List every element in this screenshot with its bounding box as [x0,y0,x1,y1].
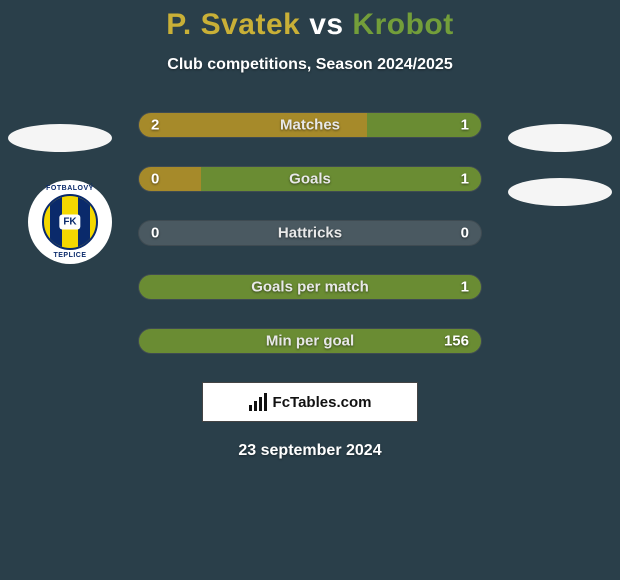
club-badge-text-top: FOTBALOVÝ [28,185,112,192]
stat-value-right: 1 [461,279,469,296]
page-title: P. Svatek vs Krobot [0,8,620,42]
stat-value-left: 2 [151,117,159,134]
stat-fill-left [139,167,201,191]
stat-label: Goals [289,171,331,188]
stat-row: 2 1 Matches [138,112,482,138]
stat-label: Goals per match [251,279,369,296]
stat-label: Hattricks [278,225,342,242]
stat-value-right: 156 [444,333,469,350]
attribution-text: FcTables.com [273,394,372,411]
club-badge-monogram: FK [59,215,80,230]
player2-name: Krobot [352,8,453,41]
stat-value-right: 0 [461,225,469,242]
attribution-box[interactable]: FcTables.com [202,382,418,422]
stat-value-left: 0 [151,171,159,188]
stat-row: 0 1 Goals [138,166,482,192]
stat-label: Min per goal [266,333,354,350]
badge-placeholder-right-2 [508,178,612,206]
stat-row: 0 0 Hattricks [138,220,482,246]
stat-fill-right [201,167,481,191]
stat-value-right: 1 [461,117,469,134]
club-badge-text-bottom: TEPLICE [28,252,112,259]
date-label: 23 september 2024 [0,442,620,460]
subtitle: Club competitions, Season 2024/2025 [0,56,620,74]
player1-name: P. Svatek [166,8,300,41]
stat-label: Matches [280,117,340,134]
stat-row: 1 Goals per match [138,274,482,300]
stat-value-right: 1 [461,171,469,188]
title-vs: vs [309,8,343,41]
chart-icon [249,393,267,411]
club-badge-teplice: FOTBALOVÝ FK TEPLICE [28,180,112,264]
stat-value-left: 0 [151,225,159,242]
badge-placeholder-left-1 [8,124,112,152]
stat-row: 156 Min per goal [138,328,482,354]
badge-placeholder-right-1 [508,124,612,152]
